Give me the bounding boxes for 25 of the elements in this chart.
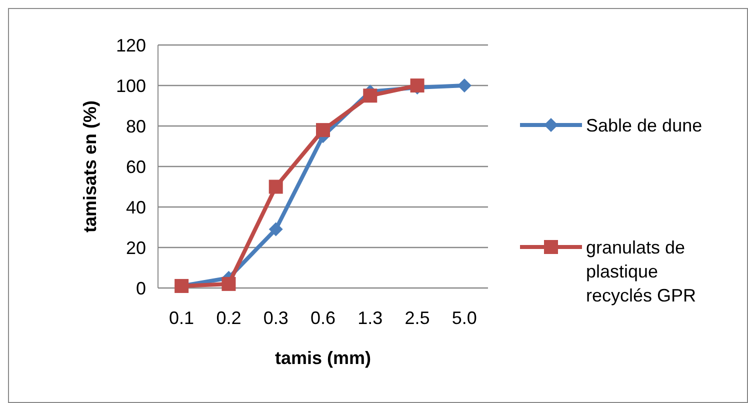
y-tick-label: 120: [116, 35, 146, 56]
x-tick-label: 5.0: [452, 308, 477, 328]
point: [410, 78, 424, 92]
point: [457, 78, 472, 92]
x-tick-label: 0.3: [263, 308, 288, 328]
x-axis-title: tamis (mm): [274, 348, 372, 368]
y-tick-label: 0: [136, 278, 146, 298]
x-tick-label: 2.5: [404, 308, 430, 328]
y-tick-label: 80: [126, 116, 146, 136]
legend-label: Sable de dune: [586, 115, 702, 136]
y-tick-label: 20: [126, 238, 146, 258]
point: [268, 222, 283, 236]
point: [222, 276, 236, 291]
x-tick-label: 0.2: [216, 308, 242, 328]
point: [363, 88, 378, 103]
y-tick-label: 100: [116, 76, 146, 96]
y-axis-title: tamisats en (%): [80, 100, 100, 233]
point: [268, 180, 283, 194]
x-tick-label: 0.6: [310, 308, 336, 328]
x-tick-label: 1.3: [358, 308, 383, 328]
y-tick-label: 40: [126, 197, 146, 218]
x-tick-label: 0.1: [169, 308, 194, 328]
point: [316, 123, 330, 138]
y-tick-label: 60: [126, 156, 146, 177]
legend-label: granulats de plastique recyclés GPR: [586, 237, 696, 306]
